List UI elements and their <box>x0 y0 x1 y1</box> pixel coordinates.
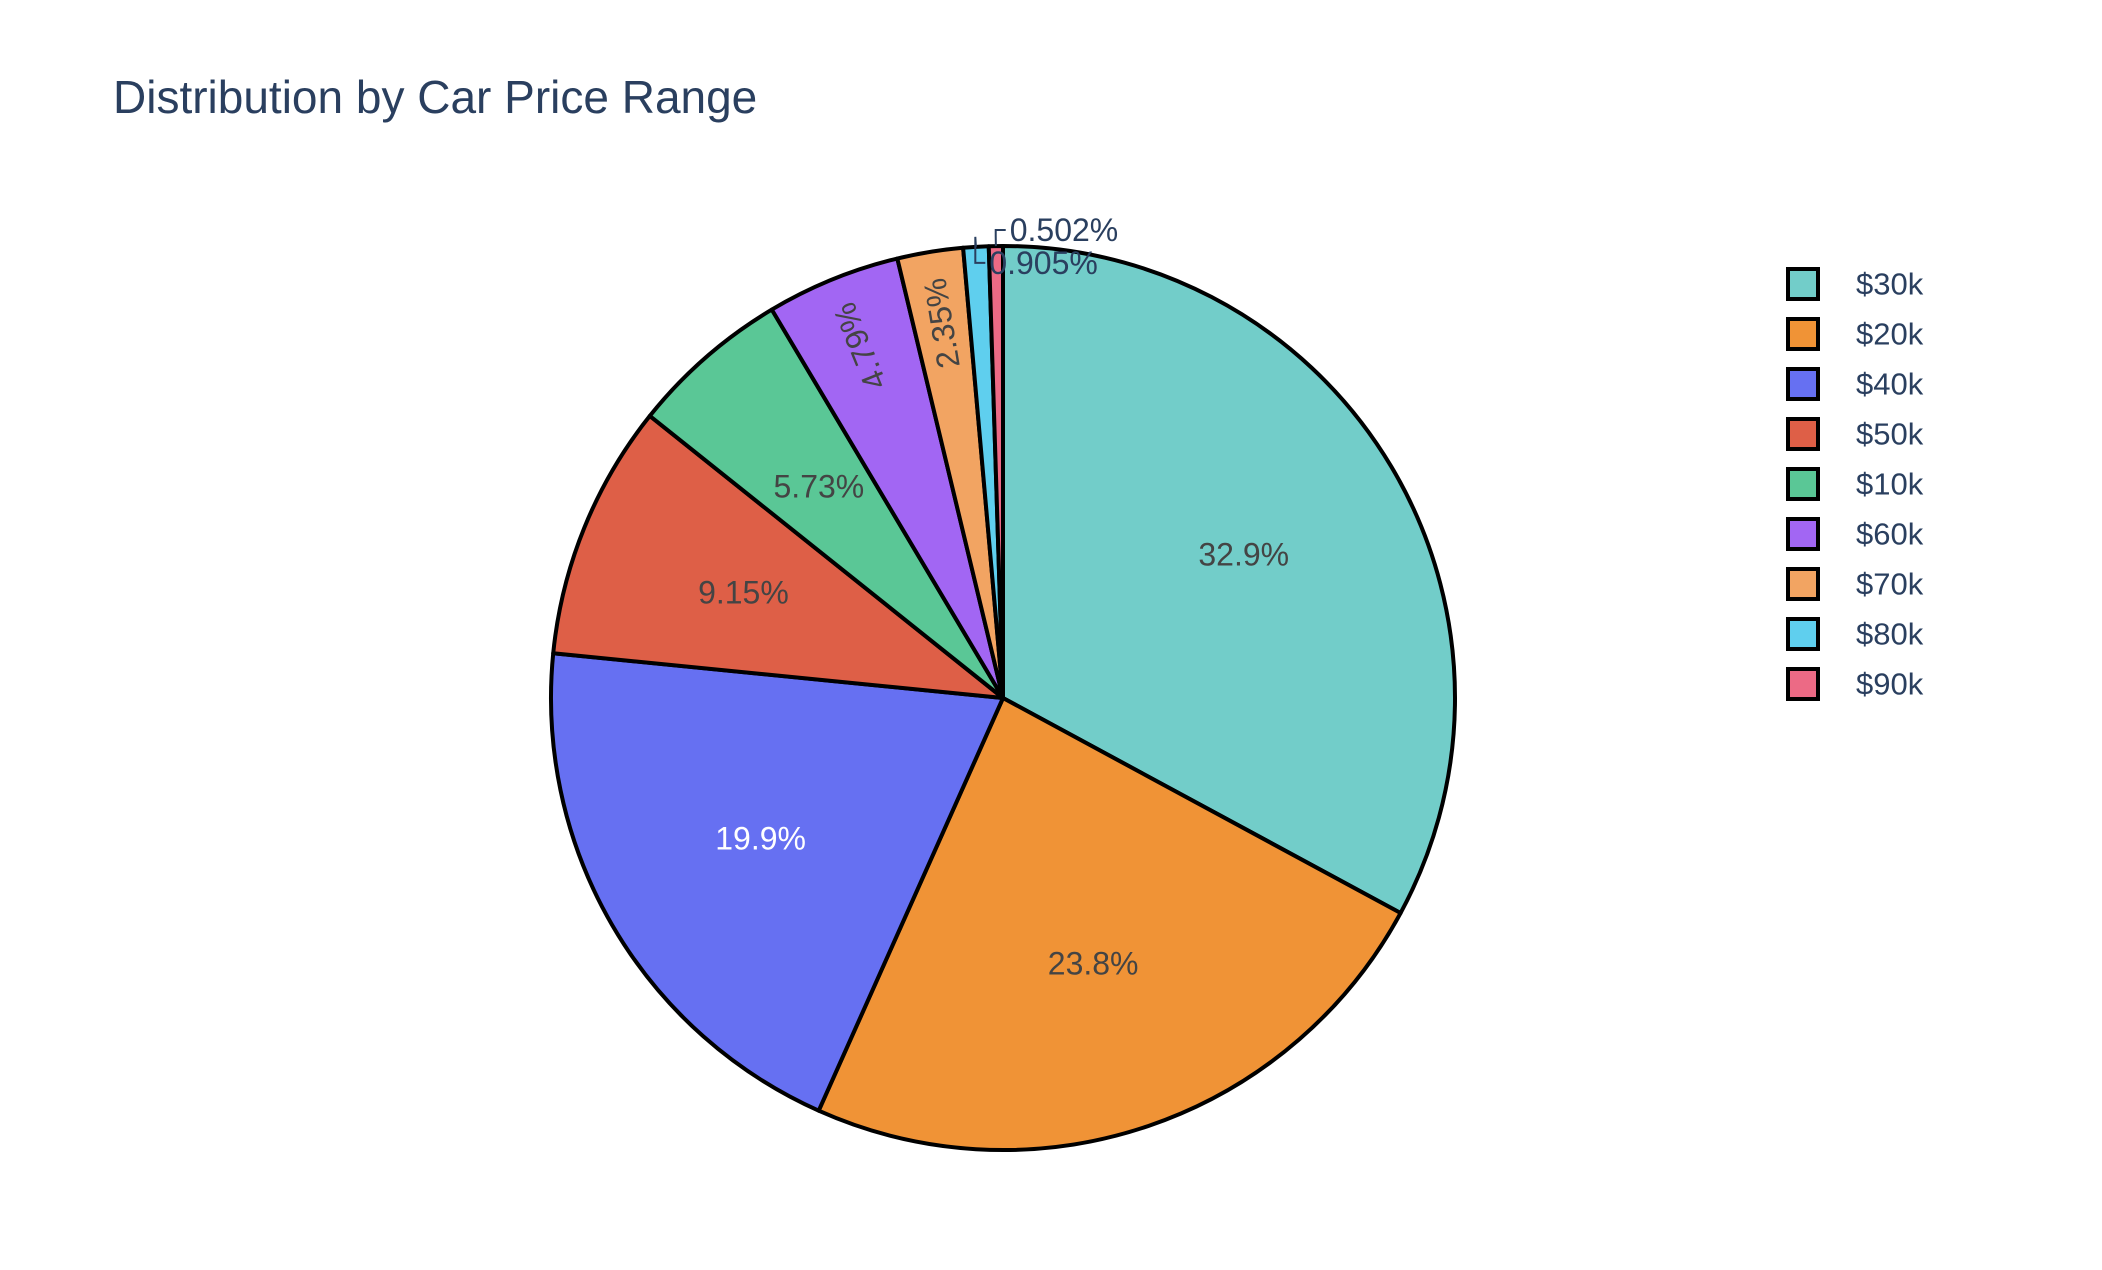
pie-slices <box>549 244 1457 1152</box>
legend: $30k $20k $40k $50k $10k $60k $70k $80k $90k <box>1786 267 1924 702</box>
slice-label-80k: 0.905% <box>989 245 1098 281</box>
legend-swatch-50k[interactable] <box>1786 417 1820 451</box>
legend-label-40k[interactable]: $40k <box>1856 367 1924 402</box>
legend-label-90k[interactable]: $90k <box>1856 667 1924 702</box>
legend-swatch-60k[interactable] <box>1786 517 1820 551</box>
legend-swatch-40k[interactable] <box>1786 367 1820 401</box>
pie-slice-40k[interactable] <box>549 651 1005 1113</box>
slice-label-10k: 5.73% <box>774 469 865 505</box>
legend-label-80k[interactable]: $80k <box>1856 617 1924 652</box>
leader-line-80k <box>974 236 986 264</box>
pie-slice-10k[interactable] <box>647 307 1005 700</box>
legend-swatch-30k[interactable] <box>1786 267 1820 301</box>
legend-swatch-20k[interactable] <box>1786 317 1820 351</box>
pie-slice-30k[interactable] <box>1001 244 1457 916</box>
slice-label-20k: 23.8% <box>1048 945 1139 981</box>
legend-label-20k[interactable]: $20k <box>1856 317 1924 352</box>
slice-label-90k: 0.502% <box>1010 212 1119 248</box>
legend-swatch-10k[interactable] <box>1786 467 1820 501</box>
legend-label-10k[interactable]: $10k <box>1856 467 1924 502</box>
slice-label-30k: 32.9% <box>1198 537 1289 573</box>
slice-label-40k: 19.9% <box>715 821 806 857</box>
legend-swatch-90k[interactable] <box>1786 667 1820 701</box>
pie-slice-50k[interactable] <box>551 413 1005 700</box>
slice-label-50k: 9.15% <box>698 574 789 610</box>
chart-title: Distribution by Car Price Range <box>113 71 757 123</box>
legend-label-50k[interactable]: $50k <box>1856 417 1924 452</box>
legend-swatch-80k[interactable] <box>1786 617 1820 651</box>
leader-line-90k <box>994 229 1006 247</box>
legend-swatch-70k[interactable] <box>1786 567 1820 601</box>
legend-label-70k[interactable]: $70k <box>1856 567 1924 602</box>
pie-slice-20k[interactable] <box>816 696 1403 1152</box>
pie-slice-90k[interactable] <box>986 244 1005 700</box>
legend-label-30k[interactable]: $30k <box>1856 267 1924 302</box>
legend-label-60k[interactable]: $60k <box>1856 517 1924 552</box>
